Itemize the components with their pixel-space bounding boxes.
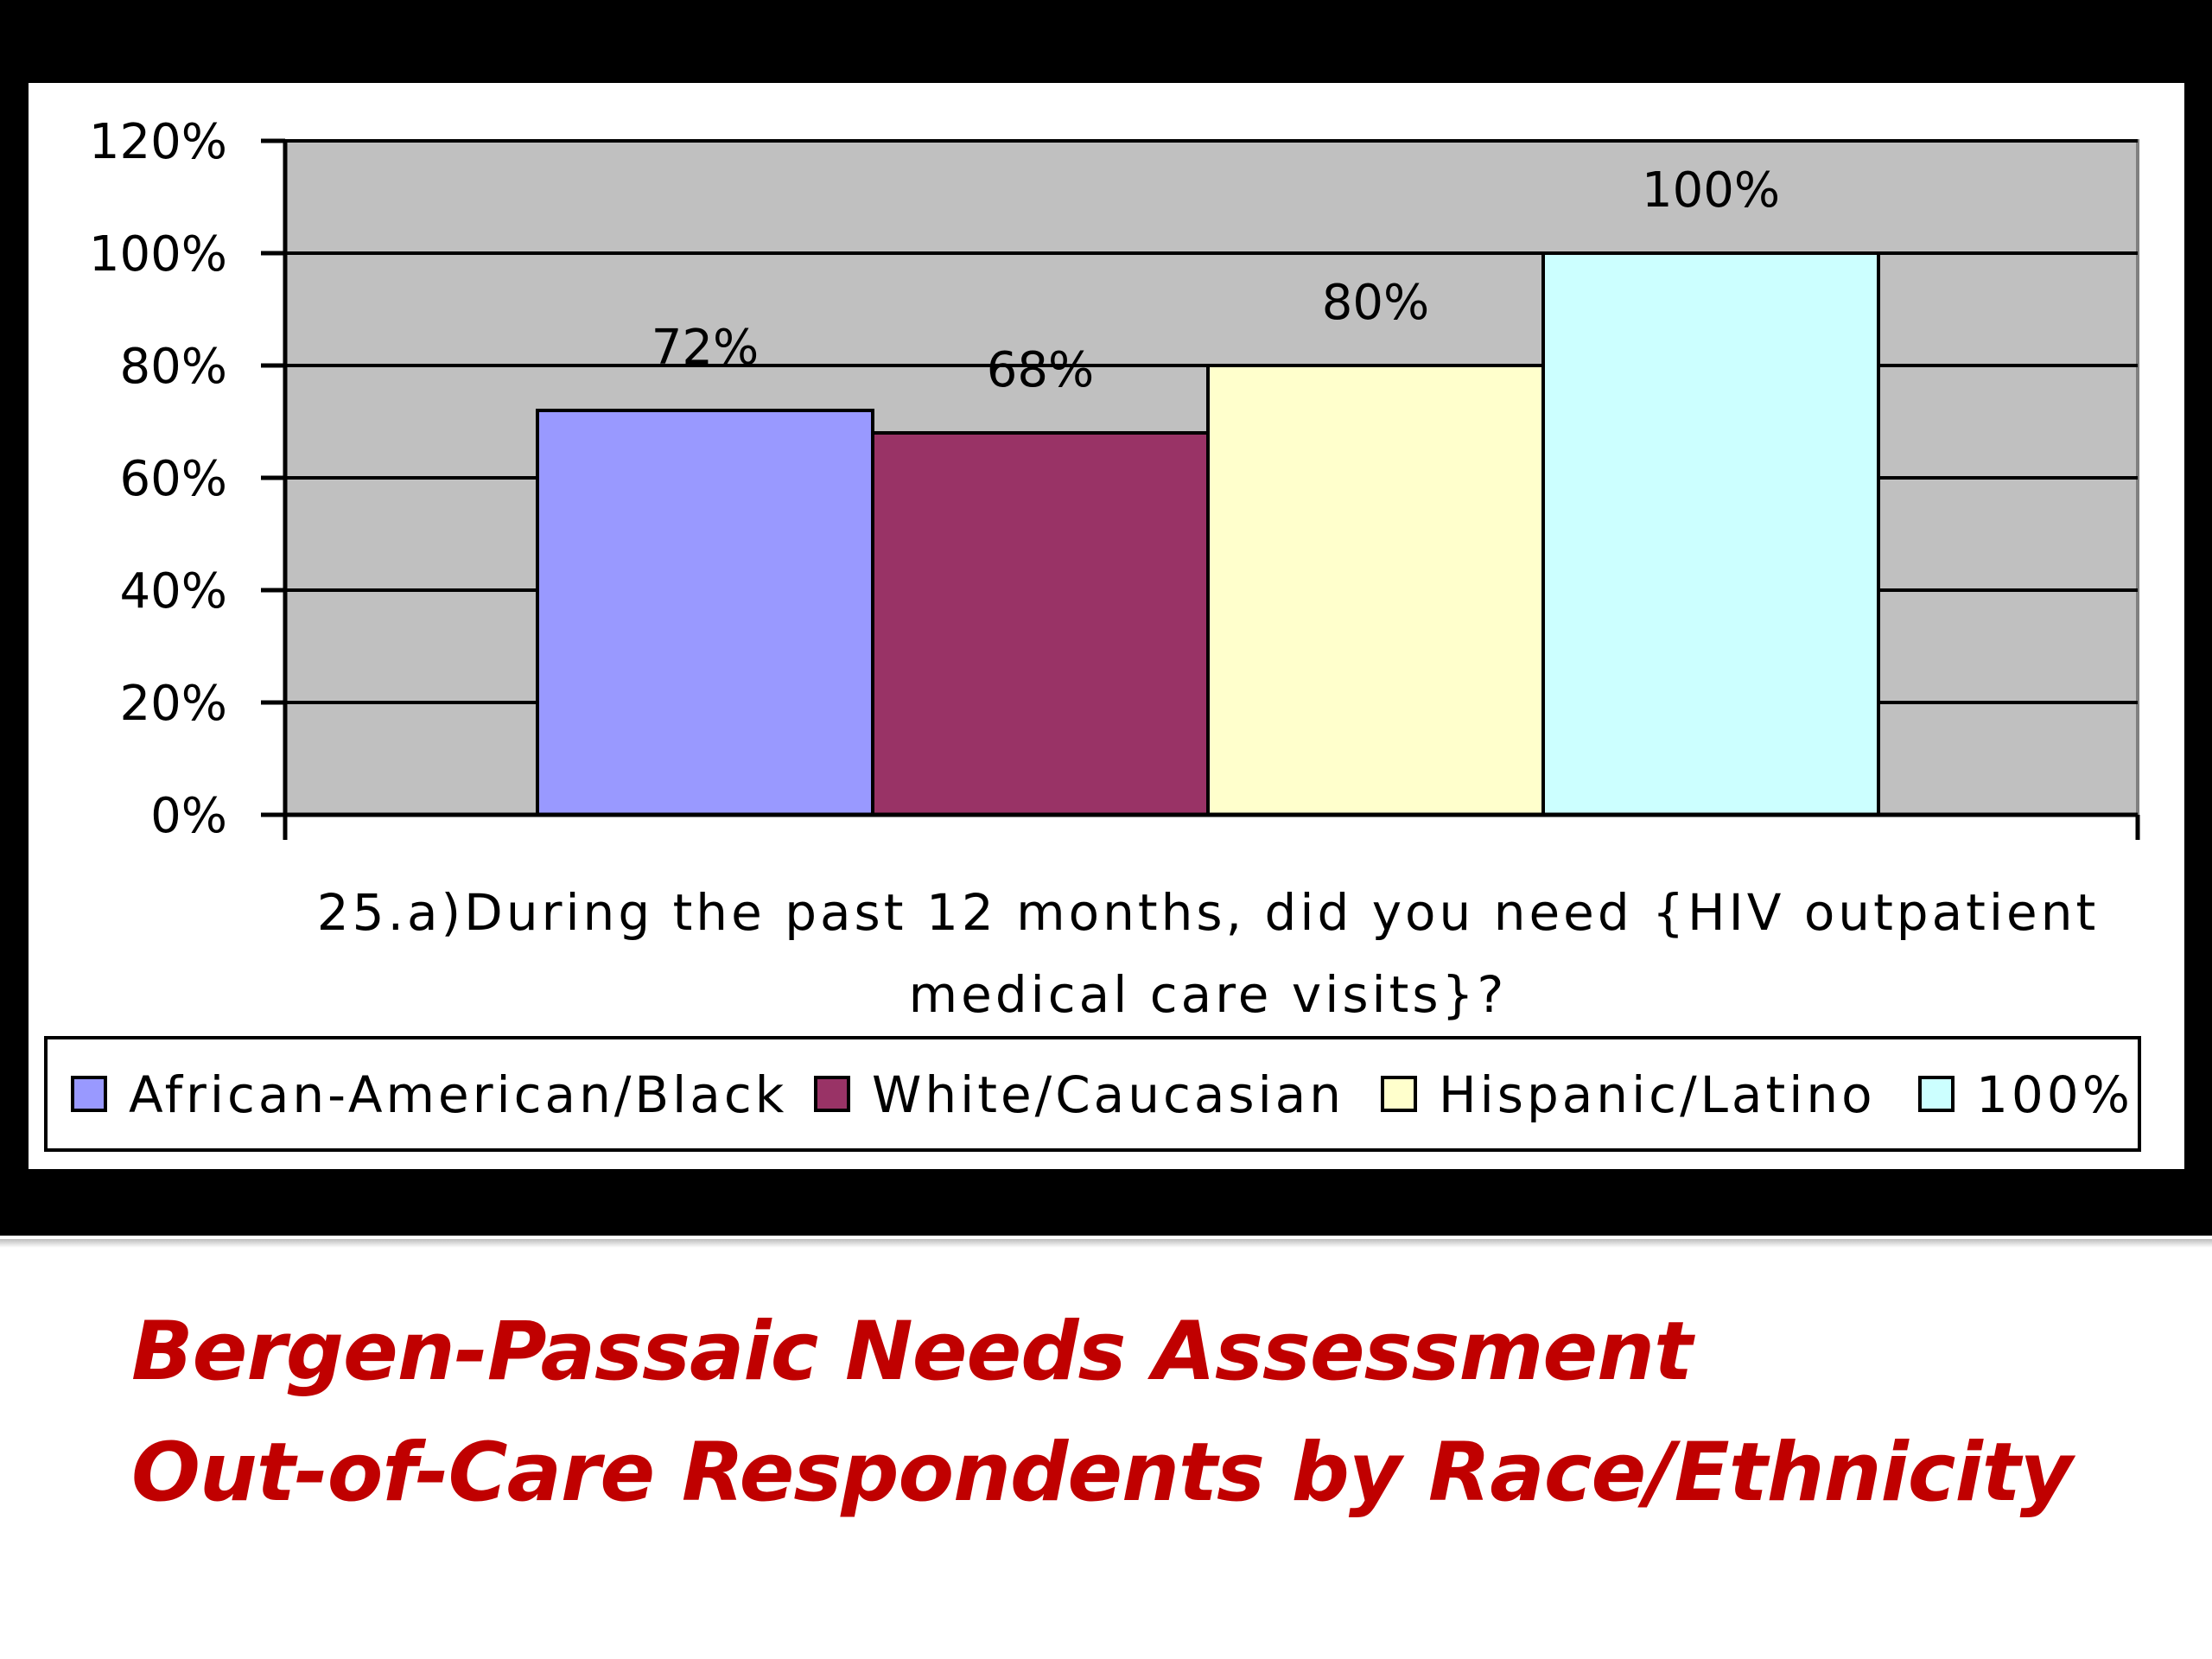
y-tick-label: 60% <box>120 451 227 507</box>
bar-2 <box>873 433 1208 815</box>
y-tick-label: 120% <box>89 114 227 170</box>
x-axis-title-line-2: medical care visits}? <box>909 965 1508 1024</box>
y-tick-label: 20% <box>120 676 227 732</box>
legend-swatch-4 <box>1920 1077 1953 1110</box>
legend-label-4: 100% <box>1976 1065 2133 1124</box>
bar-3 <box>1208 365 1543 815</box>
legend-label-1: African-American/Black <box>129 1065 787 1124</box>
y-tick-label: 0% <box>150 788 227 844</box>
legend-swatch-1 <box>73 1077 105 1110</box>
bar-1 <box>537 410 873 815</box>
y-tick-label: 100% <box>89 226 227 283</box>
legend-label-3: Hispanic/Latino <box>1439 1065 1876 1124</box>
legend-label-2: White/Caucasian <box>872 1065 1344 1124</box>
bar-chart: 72% 68% 80% 100% 0% 20% 40% 60% 80% 100% 120% 25.a)… <box>0 0 2212 1236</box>
data-label-2: 68% <box>987 342 1094 398</box>
x-axis-title-line-1: 25.a)During the past 12 months, did you … <box>317 883 2099 942</box>
y-tick-label: 80% <box>120 339 227 395</box>
legend-swatch-2 <box>816 1077 849 1110</box>
data-label-4: 100% <box>1642 162 1780 219</box>
legend-swatch-3 <box>1382 1077 1415 1110</box>
data-label-1: 72% <box>652 320 759 376</box>
data-label-3: 80% <box>1322 275 1429 331</box>
divider-line <box>0 1239 2212 1248</box>
slide-title-line-2: Out-of-Care Respondents by Race/Ethnicit… <box>131 1426 2072 1520</box>
bar-4 <box>1543 253 1878 815</box>
y-tick-label: 40% <box>120 563 227 620</box>
slide-title-line-1: Bergen-Passaic Needs Assessment <box>131 1305 1692 1399</box>
